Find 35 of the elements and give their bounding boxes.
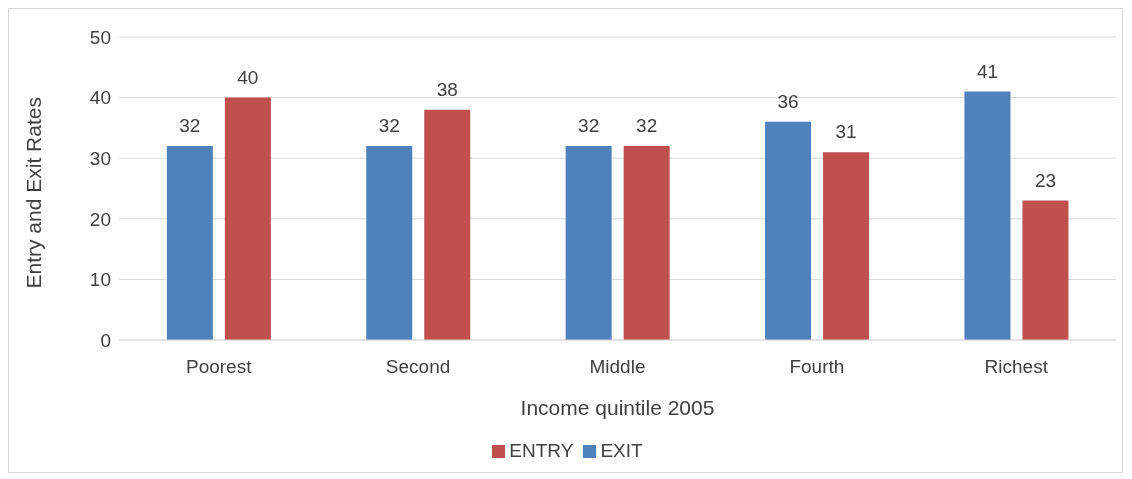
bar	[224, 97, 271, 340]
bar	[964, 91, 1011, 340]
bar	[424, 109, 471, 340]
y-tick-label: 50	[89, 26, 111, 48]
data-label: 32	[179, 115, 201, 137]
y-axis-title: Entry and Exit Rates	[22, 97, 46, 289]
data-label: 36	[777, 90, 799, 112]
bar	[623, 146, 670, 340]
data-label: 31	[835, 121, 857, 143]
bar	[565, 146, 612, 340]
bar	[166, 146, 213, 340]
y-tick-label: 30	[89, 147, 111, 169]
data-label: 41	[976, 60, 999, 82]
x-tick-label: Fourth	[789, 356, 845, 378]
bar	[1022, 200, 1069, 340]
x-tick-label: Middle	[589, 356, 646, 378]
bar	[823, 152, 870, 340]
x-axis-title: Income quintile 2005	[520, 395, 715, 419]
y-tick-label: 10	[89, 269, 111, 291]
x-tick-label: Poorest	[185, 356, 253, 378]
x-tick-label: Second	[385, 356, 451, 378]
legend-label: ENTRY	[509, 440, 574, 461]
y-tick-label: 40	[89, 87, 111, 109]
data-label: 32	[578, 115, 600, 137]
bar	[765, 121, 812, 340]
data-label: 23	[1034, 169, 1057, 191]
bar	[366, 146, 413, 340]
legend-label: EXIT	[600, 440, 643, 461]
data-label: 32	[378, 115, 400, 137]
data-label: 32	[636, 115, 658, 137]
data-label: 40	[237, 66, 259, 88]
x-tick-label: Richest	[984, 356, 1049, 378]
data-label: 38	[436, 78, 458, 100]
y-tick-label: 20	[89, 208, 111, 230]
y-tick-label: 0	[100, 329, 111, 351]
